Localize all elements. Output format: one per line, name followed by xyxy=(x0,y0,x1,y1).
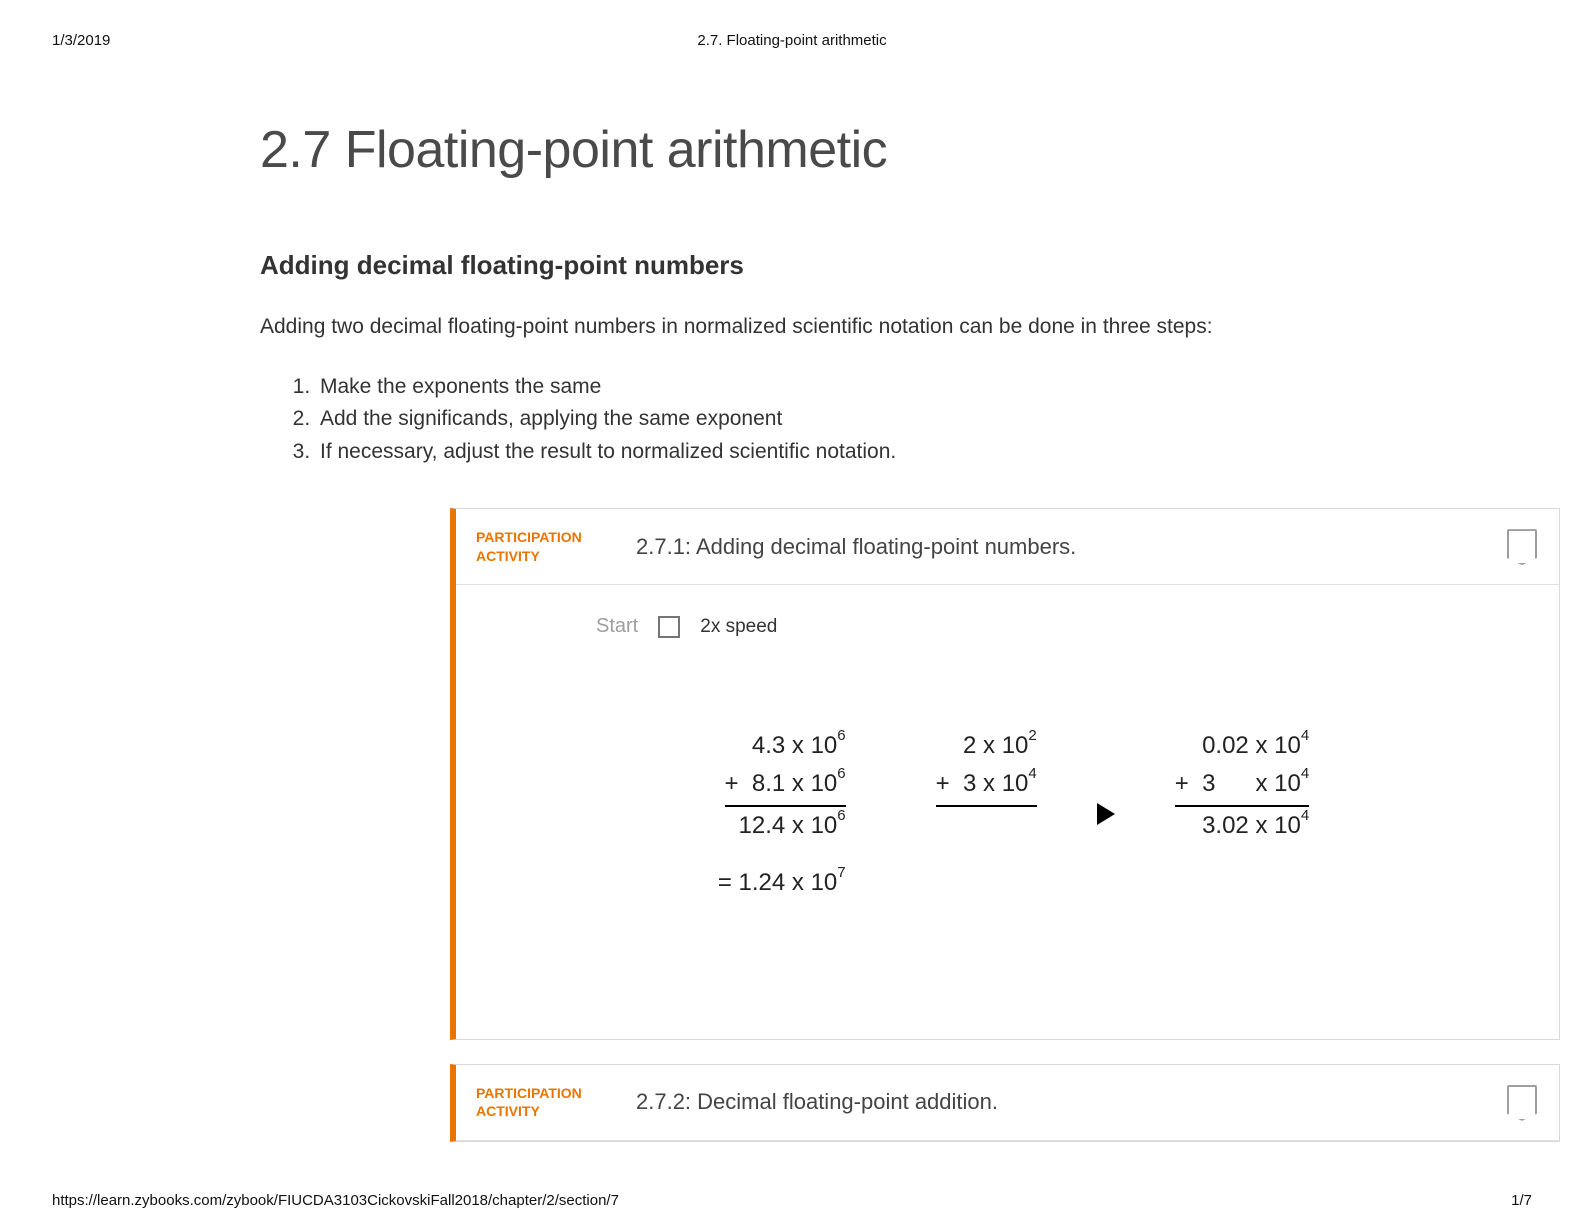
activity-type-line2: ACTIVITY xyxy=(476,1103,540,1119)
exp: 4 xyxy=(1301,807,1309,824)
exp: 4 xyxy=(1028,765,1036,782)
play-arrow-icon xyxy=(1097,803,1115,825)
start-button[interactable]: Start xyxy=(596,615,638,638)
base: 10 xyxy=(811,732,838,759)
print-date: 1/3/2019 xyxy=(52,32,110,49)
sig: 8.1 xyxy=(752,770,785,797)
activity-type-label: PARTICIPATION ACTIVITY xyxy=(476,528,616,564)
animation-controls: Start 2x speed xyxy=(596,615,1509,638)
base: 10 xyxy=(1274,770,1301,797)
speed-label: 2x speed xyxy=(700,616,777,638)
activity-type-label: PARTICIPATION ACTIVITY xyxy=(476,1084,616,1120)
math-example-1: 4.3 x 106 + 8.1 x 106 12.4 x 106 = 1.24 … xyxy=(706,688,846,979)
base: 10 xyxy=(1002,770,1029,797)
exp: 2 xyxy=(1028,727,1036,744)
sig: 3 xyxy=(1202,770,1249,797)
base: 10 xyxy=(811,812,838,839)
sig: 0.02 xyxy=(1202,732,1249,759)
list-item: If necessary, adjust the result to norma… xyxy=(316,436,1330,469)
math-examples-row: 4.3 x 106 + 8.1 x 106 12.4 x 106 = 1.24 … xyxy=(506,688,1509,979)
activity-type-line1: PARTICIPATION xyxy=(476,529,582,545)
activity-type-line2: ACTIVITY xyxy=(476,548,540,564)
math-example-3: 0.02 x 104 + 3 x 104 3.02 x 104 xyxy=(1175,688,1309,884)
exp: 4 xyxy=(1301,765,1309,782)
exp: 6 xyxy=(837,807,845,824)
speed-checkbox[interactable] xyxy=(658,616,680,638)
list-item: Make the exponents the same xyxy=(316,371,1330,404)
sig: 4.3 xyxy=(752,732,785,759)
activity-header: PARTICIPATION ACTIVITY 2.7.1: Adding dec… xyxy=(456,509,1559,585)
base: 10 xyxy=(1274,732,1301,759)
print-page-indicator: 1/7 xyxy=(1511,1192,1532,1209)
sig: 3.02 xyxy=(1202,812,1249,839)
activity-header: PARTICIPATION ACTIVITY 2.7.2: Decimal fl… xyxy=(456,1065,1559,1141)
base: 10 xyxy=(1002,732,1029,759)
sig: 3 xyxy=(963,770,976,797)
activity-title: 2.7.2: Decimal floating-point addition. xyxy=(636,1089,1539,1115)
base: 10 xyxy=(1274,812,1301,839)
intro-paragraph: Adding two decimal floating-point number… xyxy=(260,311,1330,343)
base: 10 xyxy=(811,869,838,896)
op: + xyxy=(1175,770,1189,797)
page-content: 2.7 Floating-point arithmetic Adding dec… xyxy=(220,60,1370,1206)
participation-activity-card: PARTICIPATION ACTIVITY 2.7.1: Adding dec… xyxy=(450,508,1560,1040)
page-title: 2.7 Floating-point arithmetic xyxy=(260,120,1330,180)
bookmark-icon[interactable] xyxy=(1507,1085,1537,1121)
exp: 4 xyxy=(1301,727,1309,744)
activity-body: Start 2x speed 4.3 x 106 + 8.1 x 106 12.… xyxy=(456,585,1559,1039)
op: + xyxy=(936,770,950,797)
steps-list: Make the exponents the same Add the sign… xyxy=(316,371,1330,469)
exp: 7 xyxy=(837,864,845,881)
participation-activity-card: PARTICIPATION ACTIVITY 2.7.2: Decimal fl… xyxy=(450,1064,1560,1142)
list-item: Add the significands, applying the same … xyxy=(316,403,1330,436)
sig: 1.24 xyxy=(739,869,786,896)
section-subtitle: Adding decimal floating-point numbers xyxy=(260,250,1330,281)
sig: 12.4 xyxy=(739,812,786,839)
exp: 6 xyxy=(837,727,845,744)
activity-type-line1: PARTICIPATION xyxy=(476,1085,582,1101)
eq: = xyxy=(718,869,732,896)
base: 10 xyxy=(811,770,838,797)
sig: 2 xyxy=(963,732,976,759)
activity-title: 2.7.1: Adding decimal floating-point num… xyxy=(636,534,1539,560)
print-url: https://learn.zybooks.com/zybook/FIUCDA3… xyxy=(52,1192,619,1209)
exp: 6 xyxy=(837,765,845,782)
bookmark-icon[interactable] xyxy=(1507,529,1537,565)
print-header-title: 2.7. Floating-point arithmetic xyxy=(697,32,886,49)
math-example-2: 2 x 102 + 3 x 104 xyxy=(936,688,1037,846)
op: + xyxy=(725,770,739,797)
